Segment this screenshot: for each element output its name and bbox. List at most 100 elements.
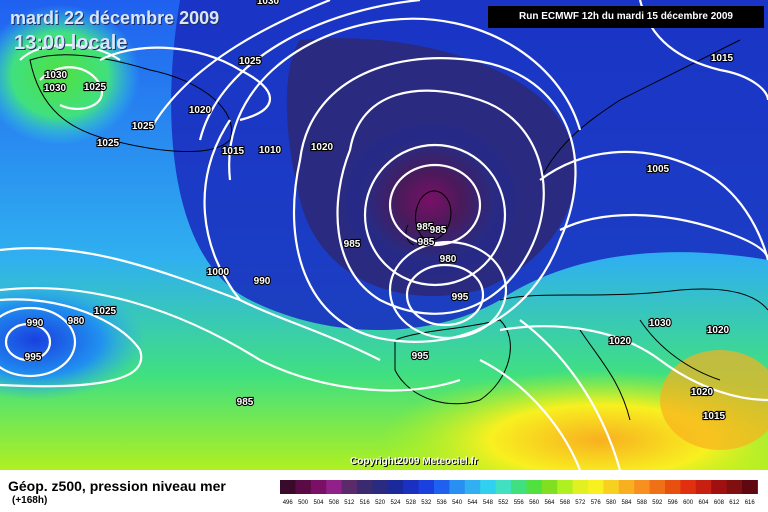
scale-label: 612 [729, 500, 740, 506]
isobar-label: 980 [440, 254, 457, 265]
forecast-date: mardi 22 décembre 2009 [10, 8, 220, 28]
scale-label: 496 [283, 500, 294, 506]
pressure-labels: 1030 1025 1030 1030 1025 1025 1025 1020 1015 1010… [24, 0, 735, 423]
isobar-label: 1030 [45, 70, 68, 81]
scale-swatch [603, 480, 620, 494]
low-pressure-core [340, 120, 520, 280]
run-info: Run ECMWF 12h du mardi 15 décembre 2009 [488, 6, 764, 28]
isobar-label: 1005 [647, 164, 670, 175]
forecast-lead-time: (+168h) [12, 495, 48, 506]
color-scale: 496 500 504 508 512 516 520 524 528 532 536 540 544 5… [280, 480, 758, 506]
isobar-label: 985 [430, 225, 447, 236]
isobar-label: 1025 [84, 82, 107, 93]
scale-swatch [649, 480, 666, 494]
scale-label: 548 [483, 500, 494, 506]
scale-label: 500 [298, 500, 309, 506]
scale-swatch [665, 480, 681, 494]
greenland-green-zone [0, 5, 140, 145]
scale-label: 592 [652, 500, 663, 506]
scale-label: 604 [698, 500, 709, 506]
scale-label: 580 [606, 500, 617, 506]
isobar-label: 1025 [132, 121, 155, 132]
scale-label: 516 [360, 500, 371, 506]
scale-label: 536 [437, 500, 448, 506]
forecast-time: 13:00 locale [14, 32, 128, 54]
copyright-text: Copyright2009 Meteociel.fr [350, 456, 478, 467]
scale-swatch [588, 480, 604, 494]
isobar-label: 985 [417, 222, 434, 233]
scale-label: 540 [452, 500, 463, 506]
scale-swatch [572, 480, 589, 494]
scale-label: 600 [683, 500, 694, 506]
isobar-label: 985 [418, 237, 435, 248]
scale-swatch [387, 480, 404, 494]
isobar-label: 985 [237, 397, 254, 408]
isobar-label: 1015 [222, 146, 245, 157]
isobar-label: 995 [452, 292, 469, 303]
isobar-label: 985 [344, 239, 361, 250]
scale-swatch [372, 480, 389, 494]
scale-swatch [295, 480, 312, 494]
scale-label: 568 [560, 500, 571, 506]
scale-swatch [634, 480, 651, 494]
scale-label: 560 [529, 500, 540, 506]
scale-swatch [310, 480, 327, 494]
scale-swatch [480, 480, 497, 494]
isobar-label: 995 [25, 352, 42, 363]
isobar-label: 1020 [707, 325, 730, 336]
scale-label: 596 [668, 500, 679, 506]
scale-label: 520 [375, 500, 386, 506]
scale-label: 524 [390, 500, 401, 506]
isobar-label: 1020 [311, 142, 334, 153]
isobar-label: 1025 [97, 138, 120, 149]
scale-label: 528 [406, 500, 417, 506]
scale-swatch [449, 480, 466, 494]
scale-swatch [418, 480, 435, 494]
isobar-label: 1015 [703, 411, 726, 422]
isobar-label: 995 [412, 351, 429, 362]
scale-swatch [742, 480, 758, 494]
scale-label: 588 [637, 500, 648, 506]
scale-swatch [495, 480, 512, 494]
scale-label: 576 [591, 500, 602, 506]
isobar-label: 990 [27, 318, 44, 329]
isobar-label: 1010 [259, 145, 282, 156]
scale-label: 556 [514, 500, 525, 506]
scale-swatch [357, 480, 373, 494]
scale-label: 584 [621, 500, 632, 506]
isobar-label: 1030 [44, 83, 67, 94]
map-canvas: 1030 1025 1030 1030 1025 1025 1025 1020 1015 1010… [0, 0, 768, 470]
scale-swatch [711, 480, 728, 494]
scale-label: 508 [329, 500, 340, 506]
scale-label: 544 [467, 500, 478, 506]
map-title: Géop. z500, pression niveau mer [8, 478, 226, 494]
scale-swatch [618, 480, 635, 494]
scale-swatch [541, 480, 558, 494]
atlantic-low-zone [0, 280, 145, 400]
isobar-label: 990 [254, 276, 271, 287]
scale-swatch [341, 480, 358, 494]
scale-swatch [680, 480, 697, 494]
scale-swatch [526, 480, 543, 494]
weather-map: 1030 1025 1030 1030 1025 1025 1025 1020 1015 1010… [0, 0, 768, 470]
east-high-zone [660, 350, 768, 450]
isobar-label: 1015 [711, 53, 734, 64]
isobar-label: 1030 [649, 318, 672, 329]
scale-swatch [280, 480, 296, 494]
scale-swatch [511, 480, 527, 494]
scale-label: 532 [421, 500, 432, 506]
scale-label: 504 [313, 500, 324, 506]
scale-swatch [695, 480, 712, 494]
scale-swatch [434, 480, 450, 494]
isobar-label: 1020 [691, 387, 714, 398]
isobars [0, 0, 768, 470]
isobar-label: 980 [68, 316, 85, 327]
isobar-label: 1025 [239, 56, 262, 67]
scale-label: 552 [498, 500, 509, 506]
coastlines [29, 39, 768, 421]
scale-label: 564 [544, 500, 555, 506]
scale-label: 608 [714, 500, 725, 506]
scale-swatch [403, 480, 420, 494]
scale-swatch [726, 480, 743, 494]
isobar-label: 1025 [94, 306, 117, 317]
